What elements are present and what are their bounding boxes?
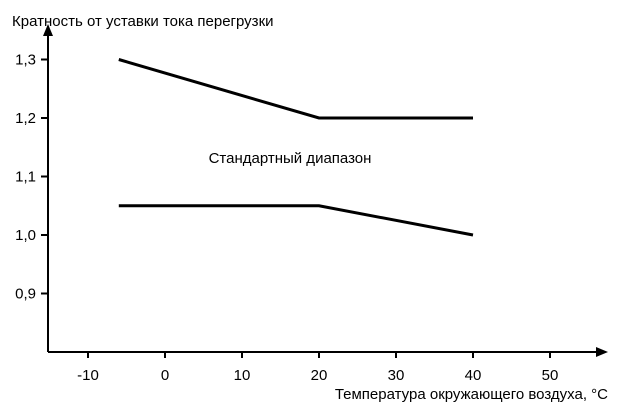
x-tick-label: 30 [388,367,405,384]
lower-limit-line [118,204,474,237]
y-tick-label: 1,3 [15,52,36,69]
y-tick-label: 1,1 [15,169,36,186]
y-tick-label: 0,9 [15,286,36,303]
x-tick-label: 0 [161,367,169,384]
x-tick-label: 20 [311,367,328,384]
series-lines [118,58,474,237]
y-axis-arrow-icon [43,24,53,36]
x-axis-arrow-icon [596,347,608,357]
y-ticks: 0,9 1,0 1,1 1,2 1,3 [15,52,48,303]
y-axis-label: Кратность от уставки тока перегрузки [12,13,274,30]
x-axis-label: Температура окружающего воздуха, °С [335,386,608,403]
range-annotation: Стандартный диапазон [209,150,372,167]
y-tick-label: 1,0 [15,227,36,244]
x-tick-label: 10 [234,367,251,384]
x-tick-label: 40 [465,367,482,384]
x-ticks: -10 0 10 20 30 40 50 [77,352,558,384]
x-tick-label: 50 [542,367,559,384]
y-tick-label: 1,2 [15,110,36,127]
upper-limit-line [118,58,473,120]
x-tick-label: -10 [77,367,99,384]
